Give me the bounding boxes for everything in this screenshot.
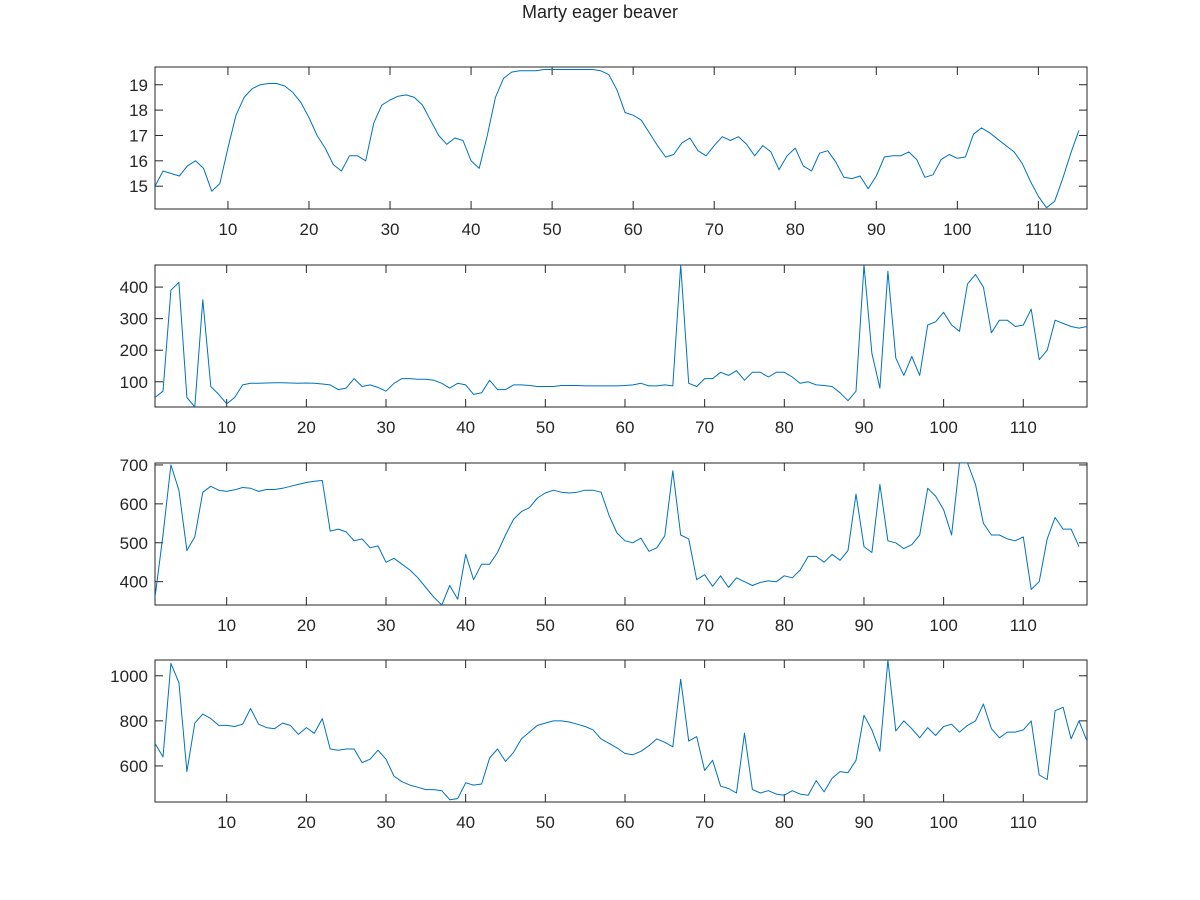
- x-tick-label: 20: [297, 418, 316, 437]
- x-tick-label: 80: [775, 418, 794, 437]
- y-tick-label: 1000: [110, 667, 148, 686]
- x-tick-label: 10: [218, 220, 237, 239]
- series-line: [155, 265, 1087, 407]
- series-line: [155, 463, 1080, 605]
- x-tick-label: 10: [217, 616, 236, 635]
- x-tick-label: 90: [854, 616, 873, 635]
- x-tick-label: 110: [1010, 813, 1037, 832]
- x-tick-label: 100: [929, 616, 957, 635]
- x-tick-label: 40: [462, 220, 481, 239]
- x-tick-label: 40: [456, 813, 475, 832]
- x-tick-label: 80: [775, 813, 794, 832]
- series-line: [155, 69, 1080, 209]
- x-tick-label: 110: [1010, 418, 1037, 437]
- x-tick-label: 30: [381, 220, 400, 239]
- x-tick-label: 30: [377, 616, 396, 635]
- axes-box: [154, 66, 1088, 210]
- y-tick-label: 100: [120, 373, 148, 392]
- x-tick-label: 100: [929, 813, 957, 832]
- axes-box: [154, 659, 1088, 803]
- y-tick-label: 17: [129, 126, 148, 145]
- x-tick-label: 50: [536, 616, 555, 635]
- y-tick-label: 18: [129, 101, 148, 120]
- x-tick-label: 20: [300, 220, 319, 239]
- subplot-2: 10 20 30 40 50 60 70 80 90 100 110 100 200 300 400: [120, 264, 1088, 437]
- y-tick-label: 600: [120, 757, 148, 776]
- x-tick-label: 20: [297, 813, 316, 832]
- x-tick-label: 30: [377, 813, 396, 832]
- y-tick-label: 500: [120, 534, 148, 553]
- y-tick-label: 400: [120, 573, 148, 592]
- x-tick-label: 50: [536, 418, 555, 437]
- x-tick-label: 40: [456, 418, 475, 437]
- x-tick-label: 60: [624, 220, 643, 239]
- figure-title: Marty eager beaver: [522, 2, 678, 22]
- x-tick-label: 60: [616, 813, 635, 832]
- x-tick-label: 50: [543, 220, 562, 239]
- x-tick-label: 70: [695, 616, 714, 635]
- subplot-4: 10 20 30 40 50 60 70 80 90 100 110 600 800 1000: [110, 659, 1088, 832]
- subplot-1: 10 20 30 40 50 60 70 80 90 100 110 15 16 17 18 19: [129, 66, 1088, 239]
- x-tick-label: 100: [929, 418, 957, 437]
- x-tick-label: 80: [775, 616, 794, 635]
- x-tick-label: 20: [297, 616, 316, 635]
- y-tick-label: 200: [120, 341, 148, 360]
- subplot-3: 10 20 30 40 50 60 70 80 90 100 110 400 500 600 700: [120, 456, 1088, 635]
- y-tick-label: 300: [120, 310, 148, 329]
- x-tick-label: 40: [456, 616, 475, 635]
- x-tick-label: 30: [377, 418, 396, 437]
- series-line: [155, 660, 1087, 801]
- axes-box: [154, 462, 1088, 606]
- x-tick-label: 110: [1025, 220, 1052, 239]
- y-tick-label: 800: [120, 712, 148, 731]
- x-tick-label: 90: [854, 418, 873, 437]
- y-tick-label: 16: [129, 152, 148, 171]
- x-tick-label: 70: [705, 220, 724, 239]
- y-tick-label: 19: [129, 76, 148, 95]
- x-tick-label: 10: [217, 418, 236, 437]
- x-tick-label: 90: [854, 813, 873, 832]
- y-tick-label: 700: [120, 456, 148, 475]
- x-tick-label: 110: [1010, 616, 1037, 635]
- x-tick-label: 100: [943, 220, 971, 239]
- axes-box: [154, 264, 1088, 408]
- x-tick-label: 90: [867, 220, 886, 239]
- x-tick-label: 60: [616, 418, 635, 437]
- y-tick-label: 400: [120, 278, 148, 297]
- x-tick-label: 70: [695, 813, 714, 832]
- x-tick-label: 10: [217, 813, 236, 832]
- x-tick-label: 60: [616, 616, 635, 635]
- x-tick-label: 70: [695, 418, 714, 437]
- y-tick-label: 600: [120, 495, 148, 514]
- x-tick-label: 50: [536, 813, 555, 832]
- x-tick-label: 80: [786, 220, 805, 239]
- subplot-group: 10 20 30 40 50 60 70 80 90 100 110 15 16 17 18 19 10 20 30…: [110, 66, 1088, 832]
- y-tick-label: 15: [129, 177, 148, 196]
